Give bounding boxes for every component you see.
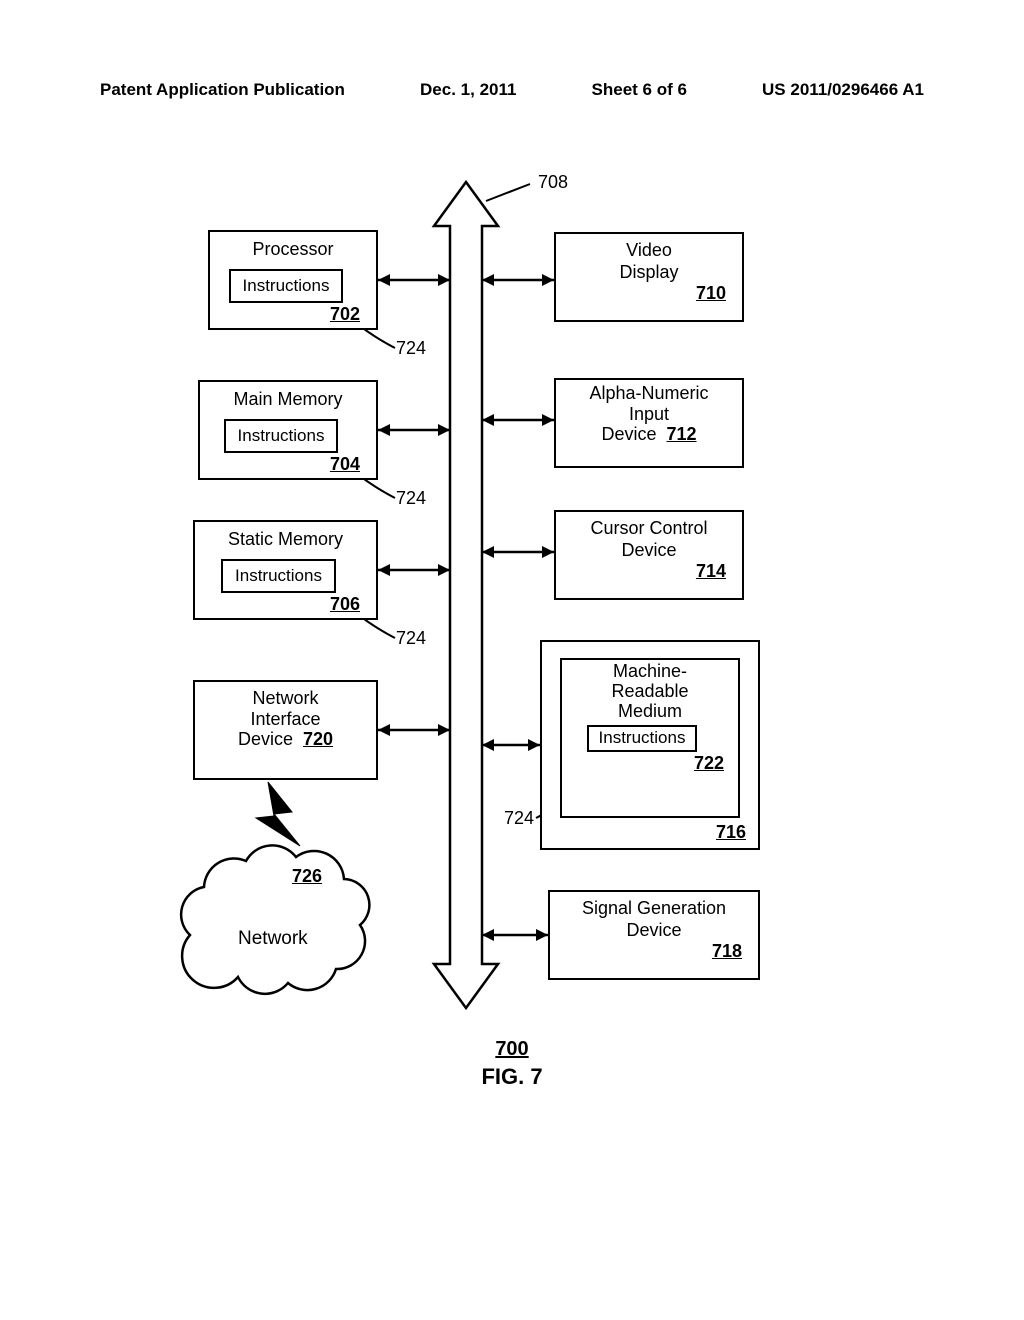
drive-unit-ref: 716 bbox=[716, 822, 746, 842]
conn-mainmem bbox=[378, 424, 450, 436]
conn-staticmem bbox=[378, 564, 450, 576]
network-cloud bbox=[181, 845, 369, 993]
figure-title: FIG. 7 bbox=[0, 1064, 1024, 1090]
cursor-control-box: Cursor Control Device 714 bbox=[554, 510, 744, 600]
video-display-box: Video Display 710 bbox=[554, 232, 744, 322]
header-sheet: Sheet 6 of 6 bbox=[592, 80, 687, 100]
drive-unit-box: Machine- Readable Medium Instructions 72… bbox=[540, 640, 760, 850]
video-ref: 710 bbox=[696, 283, 726, 303]
netif-l1: Network bbox=[201, 688, 370, 709]
network-cloud-label: Network bbox=[238, 928, 308, 950]
signal-ref: 718 bbox=[712, 941, 742, 961]
figure-subtitle: 700 bbox=[0, 1038, 1024, 1061]
header-number: US 2011/0296466 A1 bbox=[762, 80, 924, 100]
conn-netif bbox=[378, 724, 450, 736]
alpha-l2: Input bbox=[562, 404, 736, 425]
mrm-ref: 722 bbox=[694, 753, 724, 773]
main-memory-ref: 704 bbox=[330, 454, 360, 474]
bus-arrow bbox=[434, 182, 498, 1008]
video-l2: Display bbox=[562, 262, 736, 284]
cursor-l2: Device bbox=[562, 540, 736, 562]
signal-gen-box: Signal Generation Device 718 bbox=[548, 890, 760, 980]
static-memory-title: Static Memory bbox=[201, 528, 370, 551]
network-cloud-ref: 726 bbox=[292, 866, 322, 887]
cursor-l1: Cursor Control bbox=[562, 518, 736, 540]
signal-l2: Device bbox=[556, 920, 752, 942]
conn-alpha bbox=[482, 414, 554, 426]
header-date: Dec. 1, 2011 bbox=[420, 80, 516, 100]
callout-724-c: 724 bbox=[396, 628, 426, 649]
mrm-l3: Medium bbox=[568, 702, 732, 722]
mrm-l1: Machine- bbox=[568, 662, 732, 682]
alpha-l1: Alpha-Numeric bbox=[562, 383, 736, 404]
conn-machine bbox=[482, 739, 540, 751]
alpha-l3: Device bbox=[601, 424, 656, 444]
page-header: Patent Application Publication Dec. 1, 2… bbox=[100, 80, 924, 100]
conn-video bbox=[482, 274, 554, 286]
static-memory-ref: 706 bbox=[330, 594, 360, 614]
machine-readable-box: Machine- Readable Medium Instructions 72… bbox=[560, 658, 740, 818]
main-memory-box: Main Memory Instructions 704 bbox=[198, 380, 378, 480]
signal-l1: Signal Generation bbox=[556, 898, 752, 920]
network-interface-box: Network Interface Device 720 bbox=[193, 680, 378, 780]
netif-l3: Device bbox=[238, 729, 293, 749]
bus-ref-label: 708 bbox=[538, 172, 568, 193]
processor-box: Processor Instructions 702 bbox=[208, 230, 378, 330]
header-publication: Patent Application Publication bbox=[100, 80, 345, 100]
static-memory-instructions: Instructions bbox=[221, 559, 336, 593]
mrm-instructions: Instructions bbox=[587, 725, 698, 752]
alpha-ref: 712 bbox=[667, 424, 697, 444]
netif-l2: Interface bbox=[201, 709, 370, 730]
alpha-input-box: Alpha-Numeric Input Device 712 bbox=[554, 378, 744, 468]
diagram-svg bbox=[0, 0, 1024, 1320]
cursor-ref: 714 bbox=[696, 561, 726, 581]
processor-instructions: Instructions bbox=[229, 269, 344, 303]
static-memory-box: Static Memory Instructions 706 bbox=[193, 520, 378, 620]
video-l1: Video bbox=[562, 240, 736, 262]
processor-ref: 702 bbox=[330, 304, 360, 324]
conn-cursor bbox=[482, 546, 554, 558]
main-memory-title: Main Memory bbox=[206, 388, 370, 411]
main-memory-instructions: Instructions bbox=[224, 419, 339, 453]
processor-title: Processor bbox=[216, 238, 370, 261]
callout-724-d: 724 bbox=[504, 808, 534, 829]
callout-724-a: 724 bbox=[396, 338, 426, 359]
mrm-l2: Readable bbox=[568, 682, 732, 702]
conn-processor bbox=[378, 274, 450, 286]
netif-ref: 720 bbox=[303, 729, 333, 749]
callout-724-b: 724 bbox=[396, 488, 426, 509]
conn-signal bbox=[482, 929, 548, 941]
lightning-icon bbox=[256, 782, 300, 846]
